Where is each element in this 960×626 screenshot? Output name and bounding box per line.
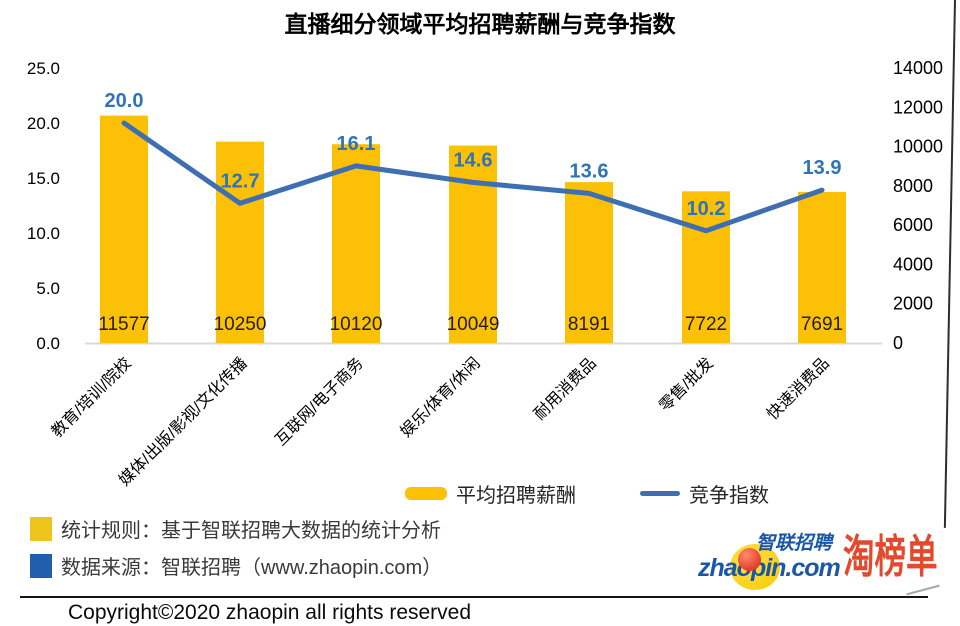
salary-bar <box>682 191 730 343</box>
right-axis-tick: 6000 <box>893 215 933 235</box>
category-label: 娱乐/体育/休闲 <box>397 354 484 441</box>
bar-value-label: 10250 <box>214 314 267 335</box>
combo-chart: 25.0 20.0 15.0 10.0 5.0 0.0 14000 12000 10000 800… <box>27 58 943 489</box>
left-axis-tick: 0.0 <box>36 334 60 353</box>
chart-legend: 平均招聘薪酬 竞争指数 <box>405 479 769 508</box>
blue-square-icon <box>30 553 52 578</box>
yellow-square-icon <box>30 516 52 541</box>
taobangdan-logo: 淘榜单 <box>843 531 938 582</box>
category-label: 快速消费品 <box>764 354 833 423</box>
right-axis-tick: 0 <box>893 333 903 353</box>
right-axis-tick: 10000 <box>893 137 943 157</box>
category-label: 耐用消费品 <box>531 354 600 423</box>
line-value-label: 20.0 <box>105 90 144 112</box>
right-axis-tick: 2000 <box>893 294 933 314</box>
right-axis-tick: 12000 <box>893 97 943 117</box>
bar-value-label: 11577 <box>98 314 149 335</box>
left-axis-tick: 20.0 <box>27 114 60 133</box>
zhaopin-brand-cn: 智联招聘 <box>756 533 833 554</box>
category-label: 零售/批发 <box>656 354 717 415</box>
zhaopin-red-ball-icon <box>738 548 761 571</box>
right-axis-tick: 4000 <box>893 254 933 274</box>
left-axis-tick: 15.0 <box>27 169 60 188</box>
footnote-data-source-text: 数据来源：智联招聘（www.zhaopin.com） <box>61 557 443 579</box>
chart-title: 直播细分领域平均招聘薪酬与竞争指数 <box>284 11 676 37</box>
bar-value-label: 7722 <box>685 314 727 335</box>
line-value-label: 13.6 <box>570 160 609 182</box>
zhaopin-brand-domain: zhaopin.com <box>698 554 841 582</box>
legend-line-label: 竞争指数 <box>689 485 769 507</box>
salary-bar <box>332 144 380 343</box>
category-label: 互联网/电子商务 <box>272 354 367 449</box>
bar-value-label: 7691 <box>801 314 843 335</box>
right-axis-tick: 14000 <box>893 58 943 78</box>
left-axis-tick: 10.0 <box>27 224 60 243</box>
divider-line <box>20 596 928 598</box>
footnote-data-source: 数据来源：智联招聘（www.zhaopin.com） <box>30 551 442 580</box>
copyright-text: Copyright©2020 zhaopin all rights reserv… <box>68 601 472 624</box>
line-value-label: 14.6 <box>454 149 493 171</box>
salary-bar <box>216 141 264 343</box>
line-value-label: 16.1 <box>337 133 376 155</box>
legend-bar-swatch-icon <box>405 487 447 500</box>
competition-index-line <box>121 120 825 234</box>
bar-value-label: 10049 <box>447 314 500 335</box>
line-value-label: 13.9 <box>803 157 842 179</box>
salary-bar <box>100 115 148 344</box>
left-axis-tick: 25.0 <box>27 59 60 78</box>
bar-value-label: 8191 <box>568 314 610 335</box>
right-axis-tick: 8000 <box>893 176 933 196</box>
category-label: 教育/培训/院校 <box>48 354 135 441</box>
salary-bar <box>798 191 846 343</box>
category-label: 媒体/出版/影视/文化传播 <box>116 354 251 489</box>
legend-bar-label: 平均招聘薪酬 <box>456 485 576 507</box>
line-value-label: 10.2 <box>687 198 726 220</box>
salary-bar <box>565 182 613 343</box>
zhaopin-logo: 智联招聘 zhaopin.com <box>698 528 848 590</box>
left-axis-tick: 5.0 <box>36 279 60 298</box>
footnote-statistics-rule: 统计规则：基于智联招聘大数据的统计分析 <box>30 514 441 543</box>
line-value-label: 12.7 <box>221 170 260 192</box>
footnote-statistics-rule-text: 统计规则：基于智联招聘大数据的统计分析 <box>61 520 441 542</box>
legend-line-swatch-icon <box>640 491 680 496</box>
bar-value-label: 10120 <box>330 314 383 335</box>
